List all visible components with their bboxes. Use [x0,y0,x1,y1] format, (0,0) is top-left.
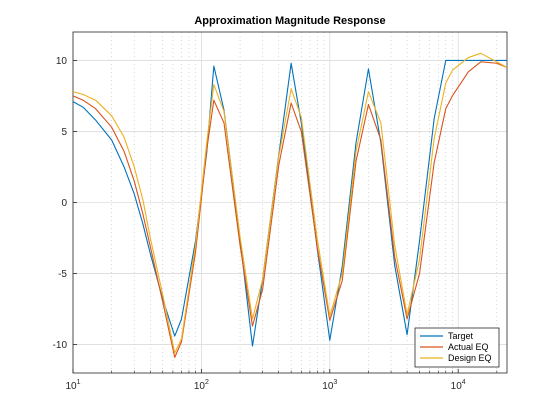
chart-title: Approximation Magnitude Response [194,15,385,27]
x-tick-label: 104 [451,379,466,392]
grid-lines [72,32,507,373]
axis-ticks: -10 -5 0 5 10 101 102 103 104 [53,56,498,392]
data-series [73,52,507,358]
x-tick-label: 101 [65,379,80,392]
legend-label: Actual EQ [448,342,489,352]
y-tick-label: -10 [53,340,68,351]
x-tick-label: 103 [322,379,337,392]
y-tick-label: -5 [58,269,67,280]
x-tick-label: 102 [194,379,209,392]
y-tick-label: 0 [61,198,67,209]
y-tick-label: 10 [56,56,68,67]
legend-label: Design EQ [448,353,492,363]
legend-label: Target [448,331,474,341]
series-line-design-eq [73,52,507,354]
series-line-actual-eq [73,61,507,358]
y-tick-label: 5 [61,127,67,138]
